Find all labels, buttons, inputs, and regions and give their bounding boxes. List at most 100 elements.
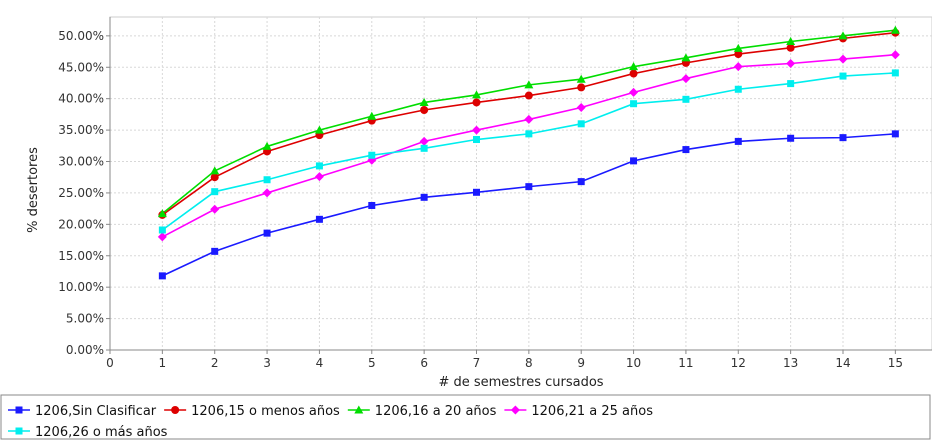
- data-point: [787, 80, 795, 88]
- legend-swatch-marker: [15, 427, 23, 435]
- data-point: [681, 53, 691, 62]
- legend-label: 1206,15 o menos años: [191, 404, 340, 419]
- legend-label: 1206,Sin Clasificar: [35, 404, 157, 419]
- data-point: [681, 74, 691, 84]
- axes: [109, 17, 932, 351]
- legend-swatch-marker: [15, 406, 23, 414]
- data-point: [158, 226, 166, 234]
- x-tick-label: 4: [316, 356, 324, 370]
- data-point: [786, 37, 796, 46]
- data-point: [787, 134, 795, 142]
- data-point: [890, 25, 900, 34]
- data-point: [157, 232, 167, 242]
- legend-label: 1206,16 a 20 años: [375, 404, 497, 419]
- data-point: [524, 91, 533, 100]
- y-tick-label: 30.00%: [58, 155, 104, 169]
- y-tick-label: 45.00%: [58, 60, 104, 74]
- y-tick-label: 15.00%: [58, 249, 104, 263]
- data-point: [471, 90, 481, 99]
- data-point: [890, 50, 900, 60]
- legend-swatch-marker: [510, 405, 520, 415]
- y-axis-title: % desertores: [26, 147, 41, 233]
- legend-box: [0, 394, 931, 440]
- data-point: [263, 229, 271, 237]
- data-point: [577, 83, 586, 92]
- legend-swatch-marker: [171, 406, 180, 414]
- data-point: [211, 188, 219, 196]
- legend-label: 1206,21 a 25 años: [531, 404, 653, 419]
- legend-swatch-marker: [354, 405, 364, 414]
- x-tick-labels: 0 1 2 3 4 5 6 7 8 9 10 11 12 13 14 15: [106, 350, 903, 370]
- x-tick-label: 13: [783, 356, 798, 370]
- data-point: [368, 201, 376, 209]
- data-point: [420, 105, 429, 114]
- x-tick-label: 5: [368, 356, 376, 370]
- x-tick-label: 9: [577, 356, 585, 370]
- data-point: [525, 183, 533, 191]
- data-point: [525, 130, 533, 138]
- x-tick-label: 10: [626, 356, 641, 370]
- x-tick-label: 12: [731, 356, 746, 370]
- x-axis-title: # de semestres cursados: [438, 375, 603, 390]
- data-point: [577, 178, 585, 186]
- data-point: [471, 125, 481, 135]
- data-point: [314, 125, 324, 134]
- data-point: [262, 141, 272, 150]
- data-point: [524, 80, 534, 89]
- data-point: [210, 166, 220, 175]
- data-point: [891, 130, 899, 138]
- x-tick-label: 14: [835, 356, 850, 370]
- y-tick-label: 40.00%: [58, 92, 104, 106]
- data-point: [420, 144, 428, 152]
- y-tick-label: 0.00%: [66, 343, 104, 357]
- data-point: [419, 97, 429, 106]
- data-point: [211, 247, 219, 255]
- data-point: [157, 209, 167, 218]
- x-tick-label: 0: [106, 356, 114, 370]
- data-point: [472, 98, 481, 107]
- data-point: [472, 136, 480, 144]
- y-tick-label: 35.00%: [58, 123, 104, 137]
- data-point: [576, 74, 586, 83]
- x-tick-label: 11: [678, 356, 693, 370]
- data-point: [629, 69, 638, 78]
- data-point: [786, 43, 795, 52]
- data-point: [682, 95, 690, 103]
- legend-label: 1206,26 o más años: [35, 425, 168, 440]
- data-point: [472, 188, 480, 196]
- data-point: [420, 193, 428, 201]
- plot-background: [109, 16, 932, 351]
- data-point: [576, 102, 586, 112]
- data-point: [839, 72, 847, 80]
- y-tick-label: 50.00%: [58, 29, 104, 43]
- data-point: [262, 188, 272, 198]
- legend: 1206,Sin Clasificar 1206,15 o menos años 1…: [0, 394, 931, 440]
- plot-area: [109, 16, 932, 351]
- data-point: [368, 151, 376, 159]
- data-point: [786, 58, 796, 68]
- data-point: [838, 54, 848, 64]
- data-point: [419, 136, 429, 146]
- data-point: [577, 120, 585, 128]
- series-markers: [157, 25, 900, 280]
- y-tick-label: 20.00%: [58, 217, 104, 231]
- data-point: [630, 157, 638, 165]
- data-point: [315, 162, 323, 170]
- x-tick-label: 8: [525, 356, 533, 370]
- data-point: [630, 100, 638, 108]
- data-point: [210, 173, 219, 182]
- data-point: [734, 50, 743, 59]
- data-point: [891, 69, 899, 77]
- data-point: [682, 146, 690, 154]
- data-point: [734, 85, 742, 93]
- y-tick-label: 5.00%: [66, 312, 104, 326]
- x-tick-label: 1: [159, 356, 167, 370]
- data-point: [734, 137, 742, 145]
- x-tick-label: 6: [420, 356, 428, 370]
- data-point: [839, 134, 847, 142]
- y-tick-label: 25.00%: [58, 186, 104, 200]
- data-point: [158, 272, 166, 280]
- data-point: [838, 31, 848, 40]
